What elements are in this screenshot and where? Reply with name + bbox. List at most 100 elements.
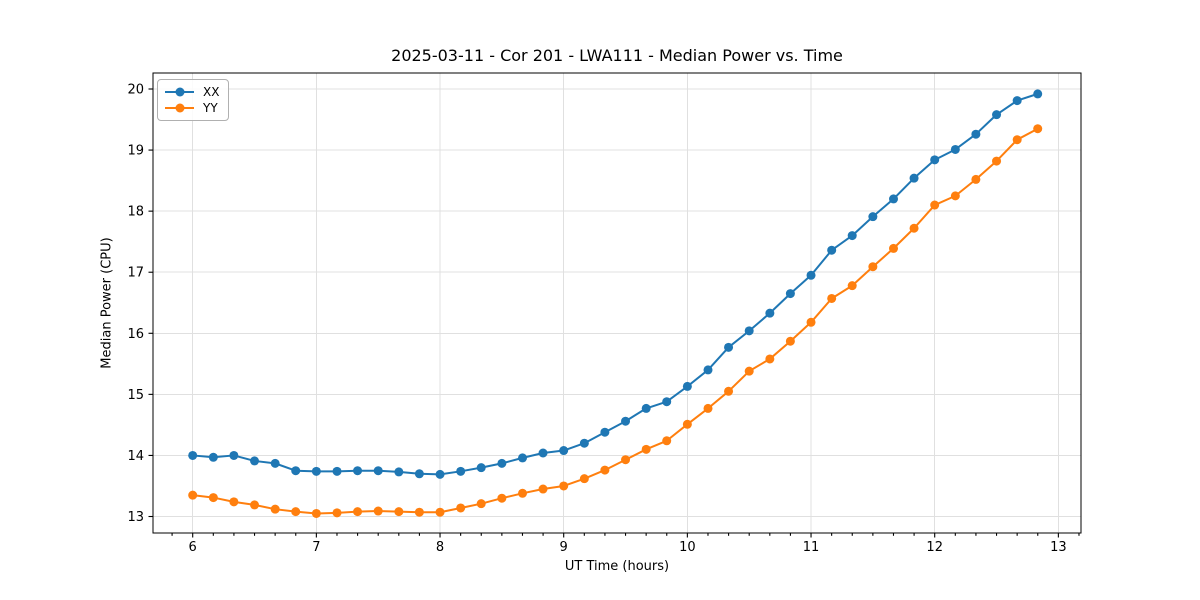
y-axis-label: Median Power (CPU) [99,237,115,369]
data-point-marker [579,474,589,484]
data-point-marker [250,456,260,466]
x-tick-label: 10 [679,540,696,555]
data-point-marker [950,191,960,201]
data-point-marker [827,245,837,255]
data-point-marker [806,317,816,327]
data-point-marker [270,458,280,468]
x-axis-label: UT Time (hours) [564,559,670,574]
data-point-marker [456,503,466,513]
y-tick-label: 14 [127,449,144,464]
data-point-marker [373,466,383,476]
data-point-marker [579,438,589,448]
x-tick-label: 7 [312,540,320,555]
series-markers-xx [188,89,1043,479]
data-point-marker [641,444,651,454]
legend-label: YY [203,101,218,115]
x-axis-minor-ticks [171,533,1080,536]
data-point-marker [950,144,960,154]
data-point-marker [744,366,754,376]
data-point-marker [435,507,445,517]
data-point-marker [497,493,507,503]
data-point-marker [703,403,713,413]
data-point-marker [682,381,692,391]
data-point-marker [311,466,321,476]
x-tick-label: 9 [560,540,568,555]
legend-item-yy: YY [165,101,222,115]
data-point-marker [353,507,363,517]
data-point-marker [703,365,713,375]
data-point-marker [682,419,692,429]
data-point-marker [311,508,321,518]
axes-spines [152,72,1082,534]
data-point-marker [785,336,795,346]
chart-title: 2025-03-11 - Cor 201 - LWA111 - Median P… [391,46,843,65]
data-point-marker [930,200,940,210]
y-tick-label: 16 [127,327,144,342]
data-point-marker [497,458,507,468]
y-tick-label: 19 [127,144,144,159]
x-axis-ticks: 6 7 8 9 10 11 12 13 [189,533,1067,555]
data-point-marker [765,308,775,318]
x-tick-label: 11 [803,540,820,555]
data-point-marker [291,466,301,476]
data-point-marker [476,499,486,509]
data-point-marker [208,452,218,462]
data-point-marker [456,466,466,476]
legend-item-xx: XX [165,85,222,99]
data-point-marker [621,416,631,426]
data-point-marker [765,354,775,364]
x-tick-label: 8 [436,540,444,555]
legend-line-marker-icon [165,103,194,113]
data-point-marker [270,504,280,514]
data-point-marker [662,397,672,407]
data-point-marker [806,270,816,280]
series-markers-yy [188,124,1043,518]
legend: XX YY [157,79,229,121]
data-point-marker [188,490,198,500]
y-axis-ticks: 13 14 15 16 17 18 19 20 [127,83,153,525]
data-point-marker [373,506,383,516]
data-point-marker [559,481,569,491]
data-point-marker [641,403,651,413]
data-point-marker [332,466,342,476]
data-point-marker [600,465,610,475]
data-point-marker [518,488,528,498]
data-point-marker [394,467,404,477]
data-point-marker [600,427,610,437]
data-point-marker [847,231,857,241]
data-point-marker [662,436,672,446]
y-tick-label: 13 [127,510,144,525]
gridlines [153,73,1081,533]
data-point-marker [414,507,424,517]
data-point-marker [724,386,734,396]
y-tick-label: 15 [127,388,144,403]
y-tick-label: 18 [127,205,144,220]
data-point-marker [476,463,486,473]
data-point-marker [188,450,198,460]
data-point-marker [229,497,239,507]
data-point-marker [435,469,445,479]
data-point-marker [621,455,631,465]
x-tick-label: 6 [189,540,197,555]
data-point-marker [229,450,239,460]
legend-line-marker-icon [165,87,194,97]
data-point-marker [538,484,548,494]
data-point-marker [724,342,734,352]
data-point-marker [291,507,301,517]
data-point-marker [1012,96,1022,106]
x-tick-label: 12 [926,540,943,555]
data-point-marker [992,156,1002,166]
y-tick-label: 17 [127,266,144,281]
data-point-marker [868,212,878,222]
x-tick-label: 13 [1050,540,1067,555]
data-point-marker [889,243,899,253]
data-point-marker [414,469,424,479]
data-point-marker [847,281,857,291]
y-tick-label: 20 [127,83,144,98]
data-point-marker [827,293,837,303]
data-point-marker [889,194,899,204]
data-point-marker [559,446,569,456]
data-point-marker [992,110,1002,120]
